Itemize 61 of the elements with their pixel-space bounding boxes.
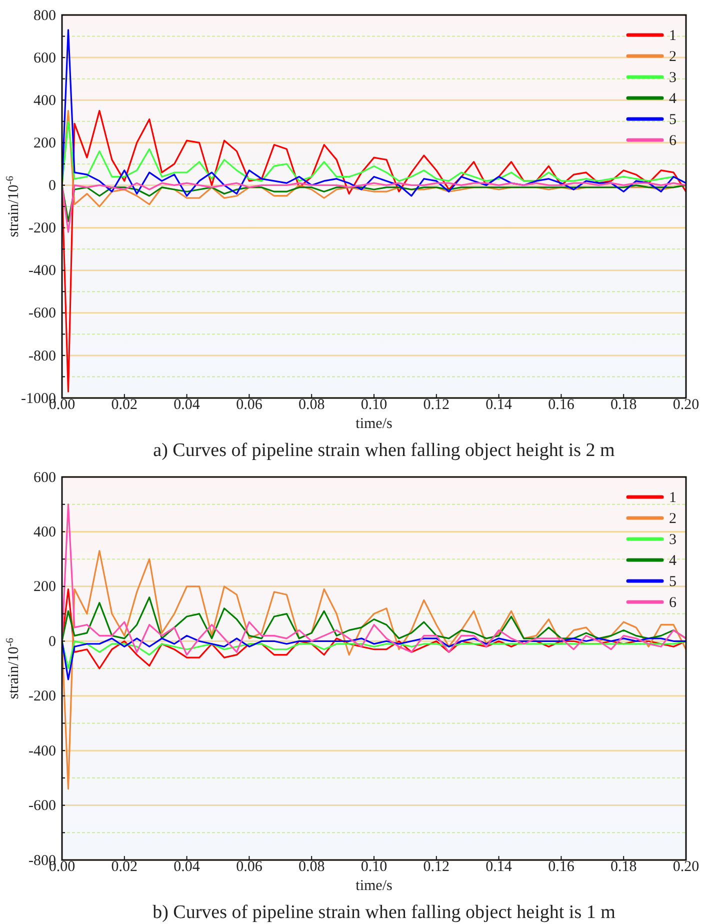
text: a) Curves of pipeline strain when falling object height is 2 m	[153, 440, 616, 461]
y-tick-label: 400	[34, 524, 56, 541]
y-tick-label: 0	[48, 178, 56, 194]
line-series	[62, 550, 686, 790]
legend-label: 4	[669, 91, 677, 107]
legend-label: 5	[669, 112, 676, 128]
line-series	[62, 640, 686, 670]
line-series	[62, 504, 686, 656]
x-tick-label: 0.18	[610, 397, 637, 413]
y-tick-label: 600	[34, 50, 56, 66]
y-tick-label: 200	[34, 135, 56, 152]
x-tick-label: 0.16	[548, 859, 575, 875]
legend-label: 4	[669, 553, 677, 569]
x-axis-title: time/s	[356, 416, 392, 432]
legend-label: 6	[669, 595, 677, 611]
x-tick-label: 0.08	[298, 397, 325, 413]
y-tick-label: -600	[28, 798, 56, 814]
x-tick-label: 0.08	[298, 859, 325, 875]
y-tick-label: -200	[28, 688, 56, 705]
y-tick-label: -600	[28, 306, 56, 322]
legend-label: 5	[669, 574, 676, 590]
y-tick-label: -400	[28, 263, 56, 280]
x-tick-label: 0.10	[360, 859, 388, 875]
x-tick-label: 0.14	[486, 397, 512, 413]
legend-label: 6	[669, 133, 677, 149]
legend-label: 3	[669, 532, 676, 548]
y-tick-label: -400	[28, 743, 56, 760]
y-tick-label: 400	[34, 92, 56, 109]
legend-label: 1	[669, 490, 676, 506]
x-tick-label: 0.02	[111, 859, 138, 875]
line-series	[62, 110, 686, 392]
text: b) Curves of pipeline strain when falling object height is 1 m	[152, 902, 616, 923]
x-tick-label: 0.06	[236, 397, 263, 413]
x-tick-label: 0.06	[236, 859, 263, 875]
y-tick-label: 200	[34, 579, 56, 596]
x-axis-title: time/s	[356, 878, 392, 894]
x-tick-label: 0.14	[486, 859, 512, 875]
line-series	[62, 184, 686, 222]
y-tick-label: 800	[34, 8, 56, 24]
y-tick-label: 600	[34, 470, 56, 486]
line-series	[62, 634, 686, 680]
x-tick-label: 0.12	[423, 859, 450, 875]
x-tick-label: 0.12	[423, 397, 450, 413]
y-tick-label: 0	[48, 634, 56, 650]
y-tick-label: -200	[28, 220, 56, 237]
x-tick-label: 0.04	[174, 397, 200, 413]
x-tick-label: 0.18	[610, 859, 637, 875]
legend-label: 2	[669, 49, 676, 65]
legend-label: 2	[669, 511, 676, 527]
line-series	[62, 182, 686, 233]
x-tick-label: 0.04	[174, 859, 200, 875]
line-series	[62, 29, 686, 197]
x-tick-label: 0.16	[548, 397, 575, 413]
x-tick-label: 0.20	[672, 397, 700, 413]
legend-label: 1	[669, 28, 676, 44]
x-tick-label: 0.02	[111, 397, 138, 413]
y-tick-label: -800	[28, 348, 56, 364]
legend-label: 3	[669, 70, 676, 86]
line-series	[62, 588, 686, 670]
x-tick-label: 0.20	[672, 859, 700, 875]
x-tick-label: 0.10	[360, 397, 388, 413]
